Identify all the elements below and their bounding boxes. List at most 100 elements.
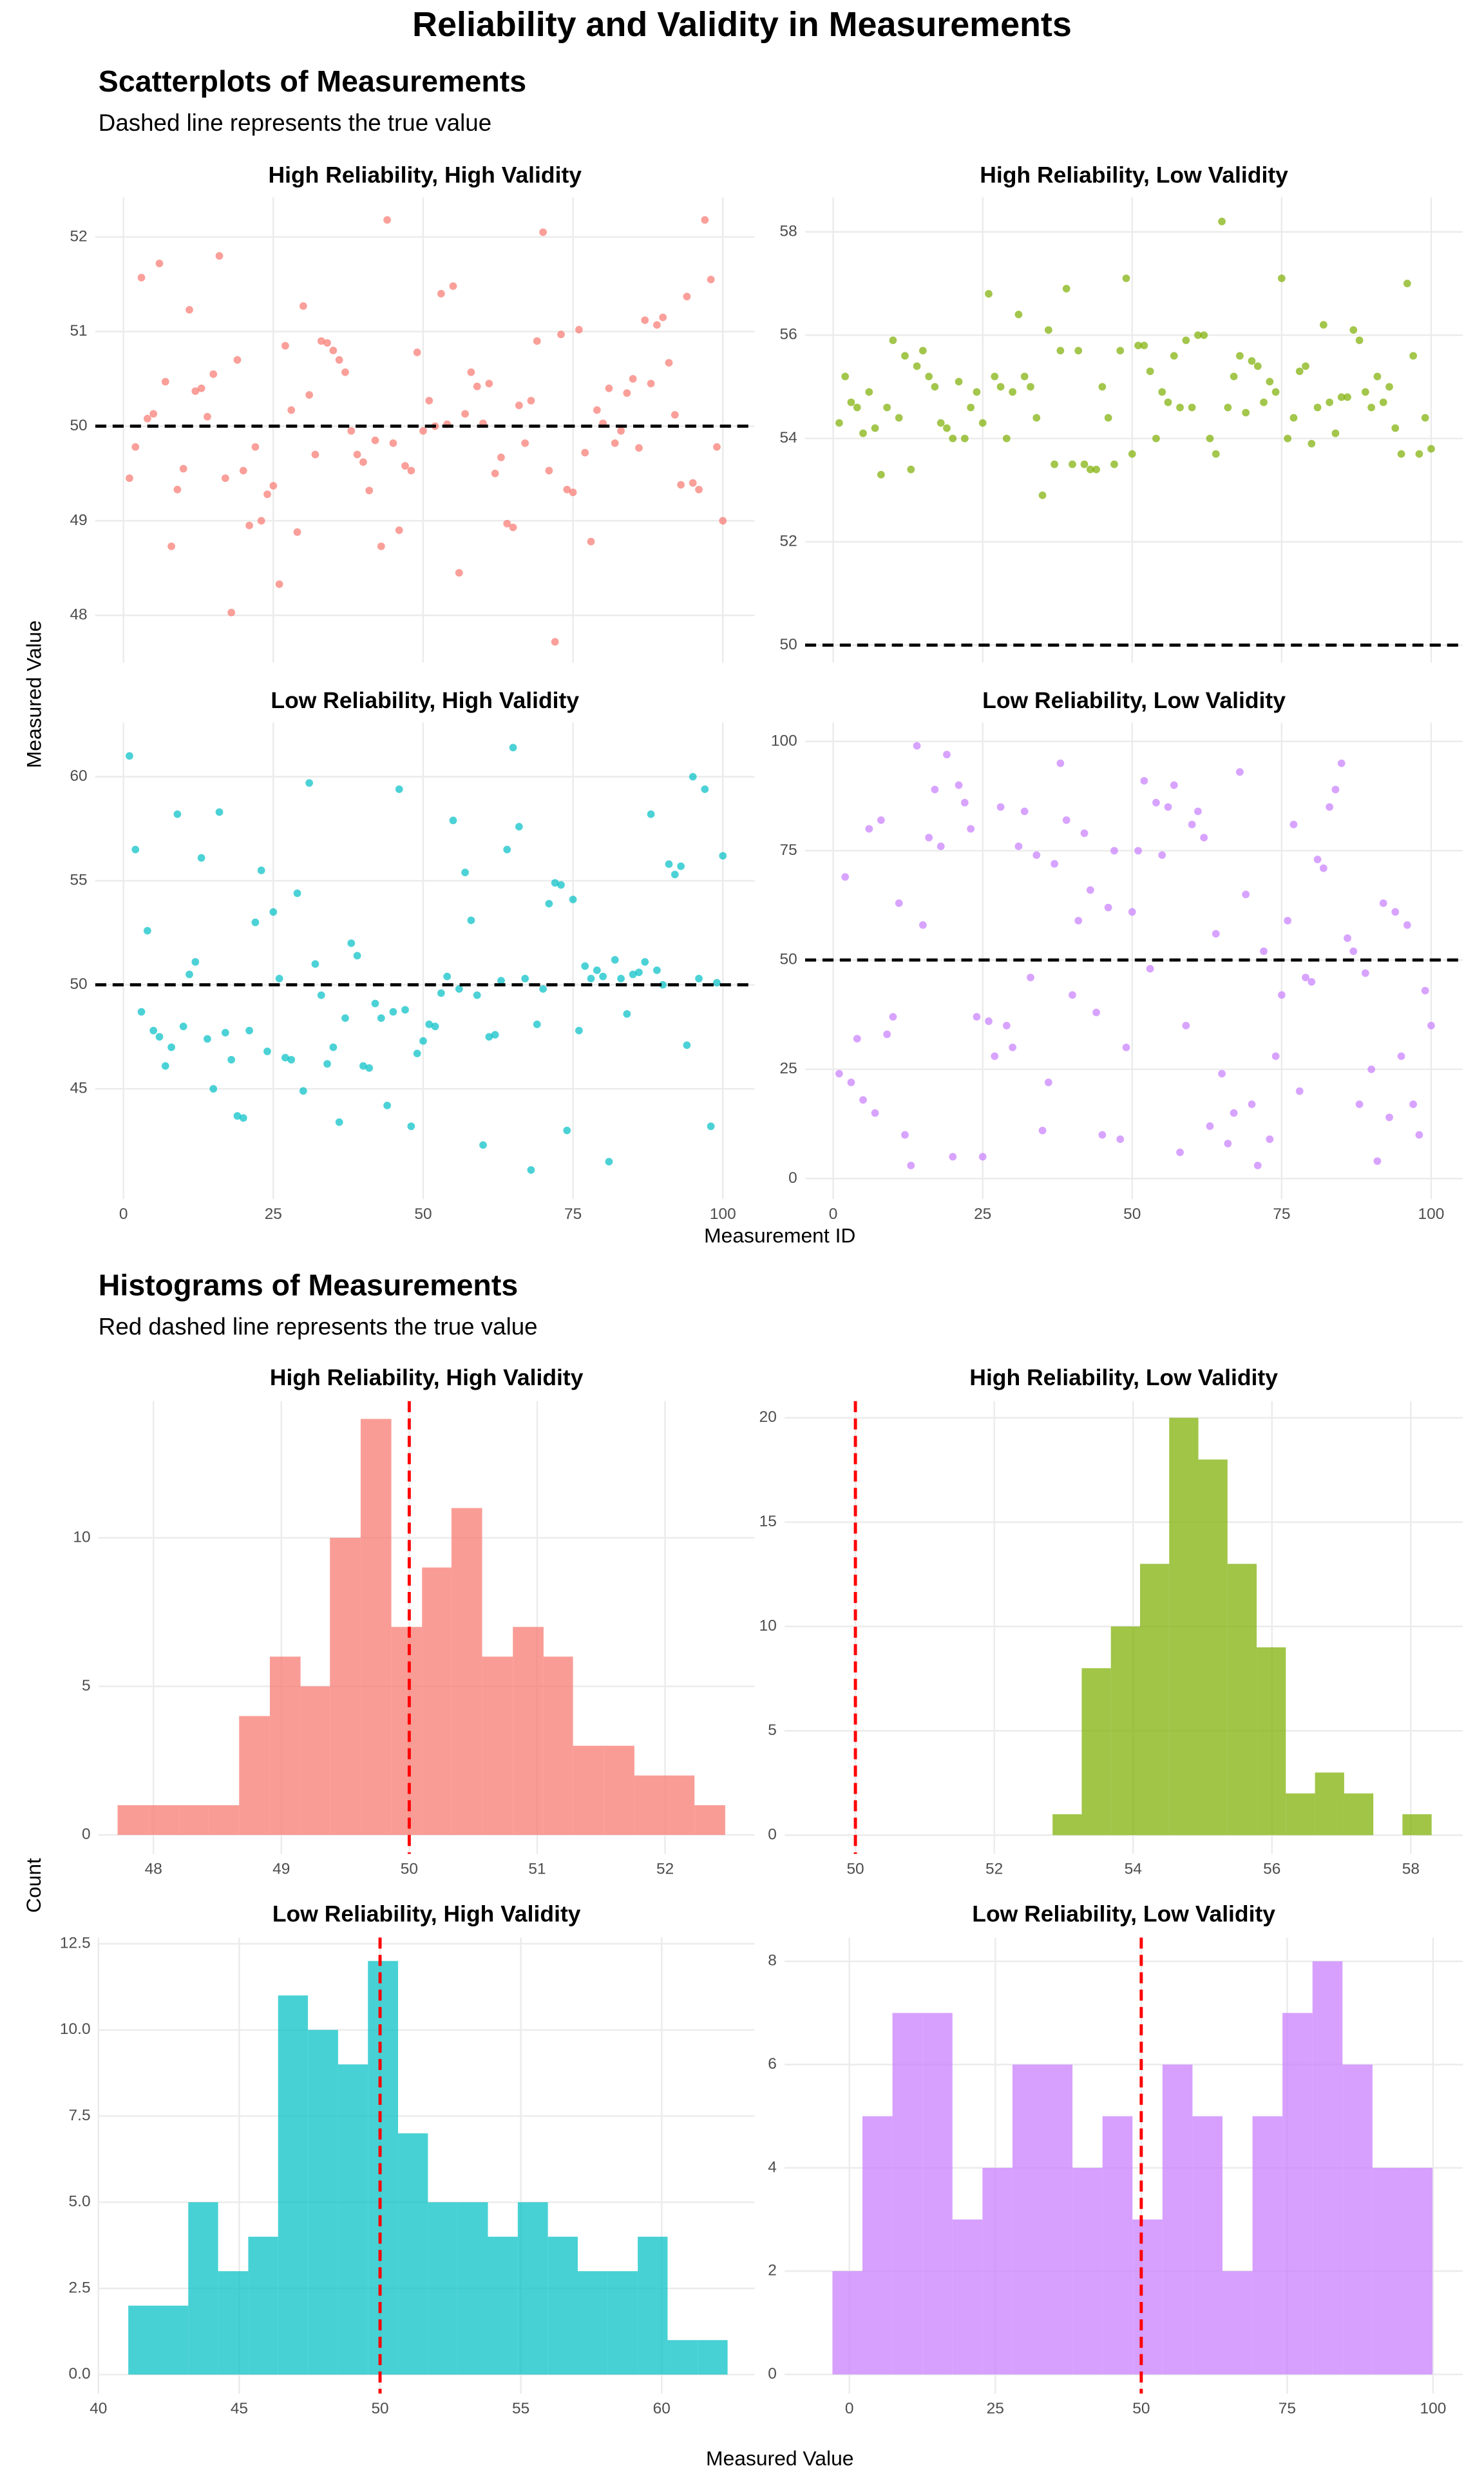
main-title: Reliability and Validity in Measurements [412,5,1072,44]
bar [513,1627,544,1836]
point [1344,393,1351,401]
point [413,1050,421,1058]
bar [832,2271,863,2375]
y-tick-label: 56 [779,326,797,343]
point [719,517,727,525]
x-tick-label: 50 [1132,2400,1150,2417]
point [563,1126,571,1135]
point [204,1035,211,1043]
point [449,282,457,291]
point [707,275,715,283]
point [1385,383,1393,391]
point [1020,372,1029,381]
bar [1315,1772,1344,1836]
point [1289,820,1298,829]
y-tick-label: 0 [768,2365,777,2383]
point [1302,973,1309,982]
point [967,825,975,833]
bar [488,2236,518,2375]
point [1044,326,1052,334]
point [1230,372,1238,381]
point [1236,352,1244,360]
point [1248,357,1256,365]
point [1242,408,1250,417]
point [949,1153,957,1161]
point [575,325,583,334]
bar [338,2064,368,2375]
point [1295,1087,1304,1095]
point [973,1013,981,1021]
point [1271,1052,1280,1060]
point [1373,372,1382,381]
point [1308,439,1316,448]
point [167,1043,175,1051]
bar [482,1656,513,1836]
point [907,465,915,474]
point [1319,321,1327,329]
point [647,379,655,388]
bar [158,2305,189,2375]
bar [208,1805,240,1836]
point [575,1026,583,1035]
point [443,972,452,981]
point [659,981,667,989]
point [683,1041,691,1050]
bar [1372,2167,1403,2375]
point [1409,1100,1418,1108]
point [713,979,721,987]
point [311,960,319,968]
x-axis-label: Measured Value [706,2446,853,2469]
point [1326,398,1334,407]
point [263,1048,271,1055]
point [1176,403,1184,412]
x-tick-label: 40 [90,2400,107,2417]
point [485,1033,493,1041]
x-tick-label: 55 [512,2400,529,2417]
bar [1132,2219,1163,2375]
point [329,347,338,354]
point [126,752,133,760]
point [931,785,939,794]
point [299,302,307,310]
x-tick-label: 50 [1123,1205,1141,1223]
point [209,370,218,378]
y-tick-label: 7.5 [69,2107,91,2124]
point [1278,991,1286,999]
point [221,474,229,483]
point [275,580,283,588]
bar [543,1656,573,1836]
point [1014,842,1023,850]
point [491,1031,499,1039]
point [1349,326,1358,334]
bar [1162,2064,1193,2375]
point [1415,450,1423,458]
point [895,899,903,907]
point [209,1085,218,1093]
point [1397,450,1405,458]
point [323,339,331,347]
point [1278,274,1286,282]
point [527,1166,535,1174]
point [1158,388,1166,396]
point [539,228,547,236]
point [1152,798,1160,807]
bar [1344,1793,1374,1836]
x-tick-label: 25 [265,1205,282,1223]
y-tick-label: 10 [759,1617,777,1635]
point [335,356,343,364]
panel-title: High Reliability, Low Validity [969,1365,1278,1390]
bar [607,2271,638,2375]
point [191,387,200,396]
section-title: Scatterplots of Measurements [99,64,526,98]
point [149,410,158,418]
point [293,528,301,536]
point [257,867,265,874]
point [1355,336,1364,345]
bar [547,2236,578,2375]
bar [368,1961,399,2375]
point [1403,280,1411,287]
y-tick-label: 10 [73,1528,90,1546]
point [281,341,289,350]
point [1313,403,1322,412]
x-tick-label: 49 [272,1861,290,1878]
